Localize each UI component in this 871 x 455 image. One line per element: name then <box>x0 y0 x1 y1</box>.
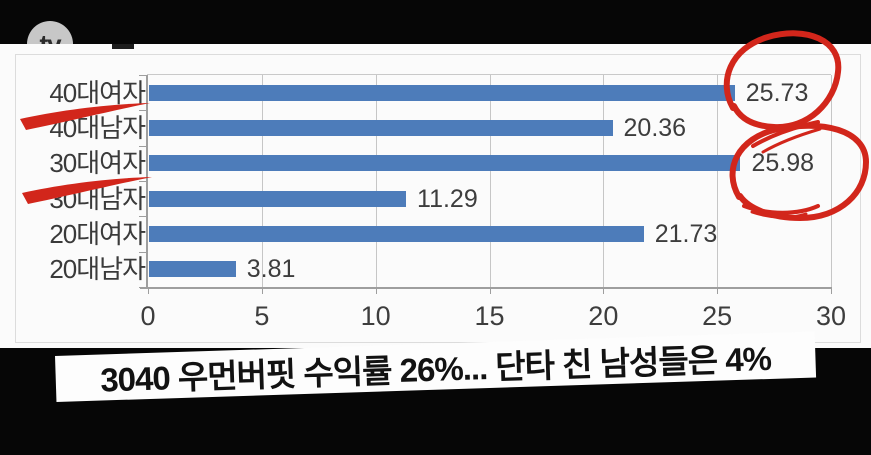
category-label: 40대남자 <box>49 113 146 143</box>
gridline <box>717 75 719 287</box>
bar <box>149 155 741 172</box>
bar <box>149 226 644 242</box>
bar <box>149 190 407 207</box>
category-label: 30대남자 <box>49 183 146 214</box>
y-axis-tick <box>139 216 147 217</box>
plot-area-top-border <box>147 74 831 75</box>
x-tick-label: 0 <box>140 301 156 331</box>
y-axis-tick <box>139 146 147 147</box>
bar <box>149 120 613 136</box>
panel-notch <box>112 44 134 49</box>
y-axis-tick <box>139 287 147 288</box>
value-label: 25.73 <box>745 78 809 107</box>
value-label: 3.81 <box>246 255 296 284</box>
x-axis-line <box>140 287 832 289</box>
x-tick-label: 20 <box>588 301 619 331</box>
value-label: 20.36 <box>623 114 687 142</box>
x-axis-tick <box>375 287 377 294</box>
x-axis-tick <box>831 287 832 294</box>
bar <box>149 84 735 101</box>
bar <box>149 261 236 278</box>
x-axis-tick <box>489 287 491 294</box>
x-tick-label: 25 <box>702 301 733 331</box>
x-tick-label: 10 <box>360 301 391 331</box>
x-axis-tick <box>148 287 149 294</box>
x-axis-tick <box>717 287 719 294</box>
value-label: 11.29 <box>417 184 478 213</box>
x-tick-label: 15 <box>474 301 505 331</box>
x-tick-label: 5 <box>254 301 270 331</box>
category-label: 20대여자 <box>49 219 146 249</box>
gridline <box>261 75 263 287</box>
y-axis-tick <box>139 252 147 253</box>
gridline <box>375 75 377 287</box>
y-axis-tick <box>139 110 147 111</box>
category-label: 30대여자 <box>49 148 146 179</box>
value-label: 25.98 <box>751 149 815 178</box>
x-tick-label: 30 <box>815 301 847 331</box>
x-axis-tick <box>261 287 263 294</box>
y-axis-tick <box>139 181 147 182</box>
value-label: 21.73 <box>654 220 718 248</box>
x-axis-tick <box>603 287 605 294</box>
category-label: 40대여자 <box>49 77 146 108</box>
y-axis-tick <box>139 75 147 76</box>
gridline <box>489 75 491 287</box>
gridline <box>603 75 605 287</box>
category-label: 20대남자 <box>49 254 146 285</box>
gridline <box>831 75 832 287</box>
